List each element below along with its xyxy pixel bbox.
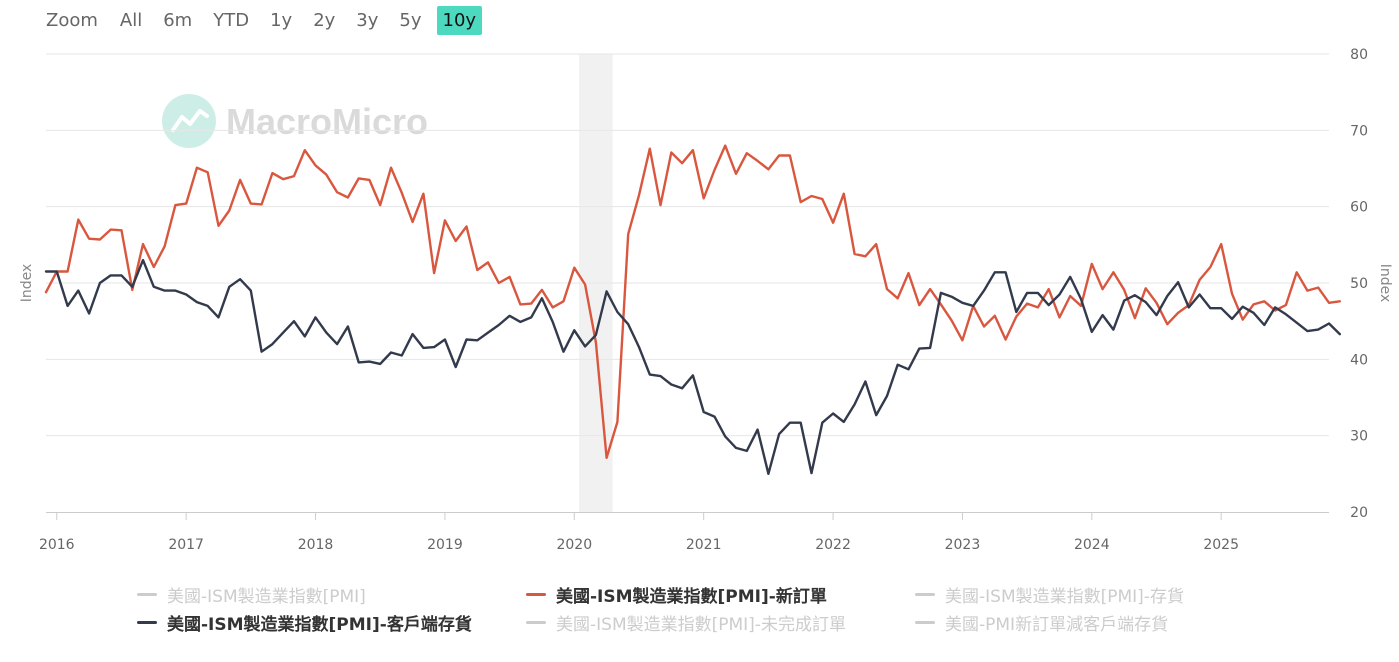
x-tick-label: 2024 (1074, 537, 1110, 553)
legend-item-pmi[interactable]: 美國-ISM製造業指數[PMI] (137, 582, 366, 607)
zoom-3y-button[interactable]: 3y (356, 9, 379, 31)
legend-swatch (526, 593, 546, 596)
legend-item-inventories[interactable]: 美國-ISM製造業指數[PMI]-存貨 (915, 582, 1184, 607)
legend-label: 美國-ISM製造業指數[PMI]-客戶端存貨 (167, 615, 472, 635)
legend-item-customer-inventories[interactable]: 美國-ISM製造業指數[PMI]-客戶端存貨 (137, 610, 472, 635)
chart-legend: 美國-ISM製造業指數[PMI] 美國-ISM製造業指數[PMI]-新訂單 美國… (0, 578, 1399, 638)
series-line-new-orders (44, 144, 1342, 459)
legend-swatch (915, 621, 935, 624)
zoom-ytd-button[interactable]: YTD (213, 9, 250, 31)
x-tick-label: 2020 (556, 537, 592, 553)
y-tick-label: 40 (1350, 352, 1368, 368)
x-tick-label: 2021 (686, 537, 722, 553)
zoom-1y-button[interactable]: 1y (270, 9, 293, 31)
legend-label: 美國-PMI新訂單減客戶端存貨 (945, 615, 1169, 635)
zoom-label: Zoom (46, 9, 98, 31)
y-tick-label: 80 (1350, 47, 1368, 63)
zoom-10y-button[interactable]: 10y (436, 5, 483, 35)
legend-item-new-orders[interactable]: 美國-ISM製造業指數[PMI]-新訂單 (526, 582, 827, 607)
legend-label: 美國-ISM製造業指數[PMI]-存貨 (945, 587, 1184, 607)
y-axis-title-right: Index (1377, 264, 1393, 303)
legend-label: 美國-ISM製造業指數[PMI]-未完成訂單 (556, 615, 846, 635)
x-tick-label: 2019 (427, 537, 463, 553)
legend-label: 美國-ISM製造業指數[PMI]-新訂單 (556, 587, 827, 607)
x-tick-label: 2022 (815, 537, 851, 553)
legend-swatch (137, 593, 157, 596)
x-tick-label: 2017 (168, 537, 204, 553)
legend-item-spread[interactable]: 美國-PMI新訂單減客戶端存貨 (915, 610, 1168, 635)
legend-swatch (915, 593, 935, 596)
y-tick-label: 30 (1350, 429, 1368, 445)
y-tick-label: 70 (1350, 123, 1368, 139)
y-axis-title-left: Index (19, 264, 35, 303)
legend-swatch (526, 621, 546, 624)
y-tick-label: 50 (1350, 276, 1368, 292)
y-tick-label: 20 (1350, 505, 1368, 521)
zoom-6m-button[interactable]: 6m (163, 9, 193, 31)
x-tick-label: 2018 (298, 537, 334, 553)
legend-label: 美國-ISM製造業指數[PMI] (167, 587, 366, 607)
zoom-2y-button[interactable]: 2y (313, 9, 336, 31)
x-tick-label: 2016 (39, 537, 75, 553)
y-tick-label: 60 (1350, 200, 1368, 216)
zoom-all-button[interactable]: All (119, 9, 143, 31)
x-tick-label: 2025 (1203, 537, 1239, 553)
watermark-text: MacroMicro (226, 101, 428, 142)
x-tick-label: 2023 (945, 537, 981, 553)
chart: MacroMicro 20 30 40 50 60 70 80 2016 2017 2018 201… (19, 47, 1393, 553)
zoom-5y-button[interactable]: 5y (399, 9, 422, 31)
macromicro-watermark: MacroMicro (162, 94, 428, 148)
legend-swatch (137, 621, 157, 624)
series-line-customer-inventories (44, 258, 1342, 475)
zoom-range-selector: Zoom All 6m YTD 1y 2y 3y 5y 10y (46, 5, 491, 35)
legend-item-backlog[interactable]: 美國-ISM製造業指數[PMI]-未完成訂單 (526, 610, 846, 635)
